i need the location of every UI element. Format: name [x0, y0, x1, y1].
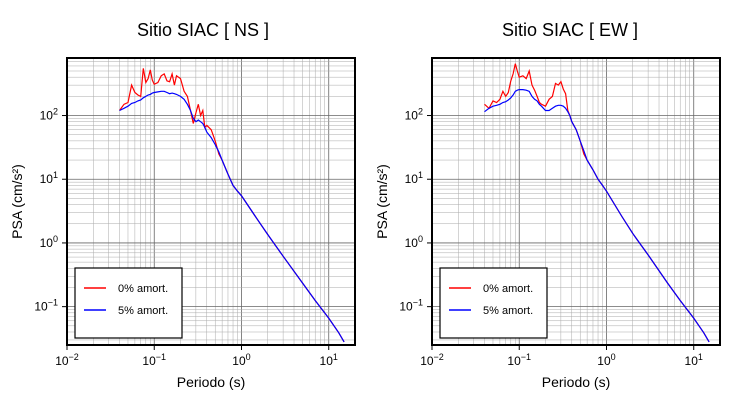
x-tick-label: 101: [685, 352, 703, 368]
y-tick-label: 10−1: [34, 298, 58, 314]
x-tick-label: 10−2: [55, 352, 79, 368]
legend-label: 5% amort.: [118, 305, 168, 317]
chart-panel-ew: Sitio SIAC [ EW ] 10−2 10−1 100 101 10−1 100 1…: [365, 0, 730, 400]
x-axis-label: Periodo (s): [542, 374, 610, 390]
x-tick-label: 100: [232, 352, 250, 368]
y-tick-label: 101: [405, 170, 423, 186]
legend-box: [439, 267, 548, 339]
legend-box: [74, 267, 183, 339]
chart-title: Sitio SIAC [ NS ]: [137, 20, 270, 40]
x-tick-label: 10−1: [507, 352, 531, 368]
x-tick-label: 10−1: [142, 352, 166, 368]
legend: 0% amort. 5% amort.: [439, 267, 548, 339]
chart-title: Sitio SIAC [ EW ]: [502, 20, 639, 40]
legend-label: 5% amort.: [483, 305, 533, 317]
chart-plot-ew: 10−2 10−1 100 101 10−1 100 101 102 Periodo (s) PS…: [374, 57, 721, 390]
y-tick-label: 101: [40, 170, 58, 186]
axis-ticks: [427, 115, 695, 350]
x-tick-label: 10−2: [420, 352, 444, 368]
x-tick-label: 100: [597, 352, 615, 368]
y-tick-label: 102: [40, 107, 58, 123]
series-line: [119, 90, 345, 343]
legend: 0% amort. 5% amort.: [74, 267, 183, 339]
legend-label: 0% amort.: [483, 283, 533, 295]
y-tick-label: 100: [40, 234, 58, 250]
y-tick-label: 100: [405, 234, 423, 250]
y-axis-label: PSA (cm/s²): [9, 164, 25, 239]
chart-plot-ns: 10−2 10−1 100 101 10−1 100 101 102 Periodo (s) PS…: [9, 57, 356, 390]
x-axis-label: Periodo (s): [177, 374, 245, 390]
x-tick-label: 101: [320, 352, 338, 368]
series-line: [484, 88, 710, 343]
plot-frame: [431, 57, 721, 346]
y-tick-label: 10−1: [399, 298, 423, 314]
legend-label: 0% amort.: [118, 283, 168, 295]
chart-panel-ns: Sitio SIAC [ NS ] 10−2 10−1 100 101 10−1 100 1…: [9, 20, 356, 390]
y-tick-label: 102: [405, 107, 423, 123]
y-axis-label: PSA (cm/s²): [374, 164, 390, 239]
plot-frame: [66, 57, 356, 346]
grid-lines: [431, 57, 721, 345]
axis-ticks: [62, 115, 330, 350]
